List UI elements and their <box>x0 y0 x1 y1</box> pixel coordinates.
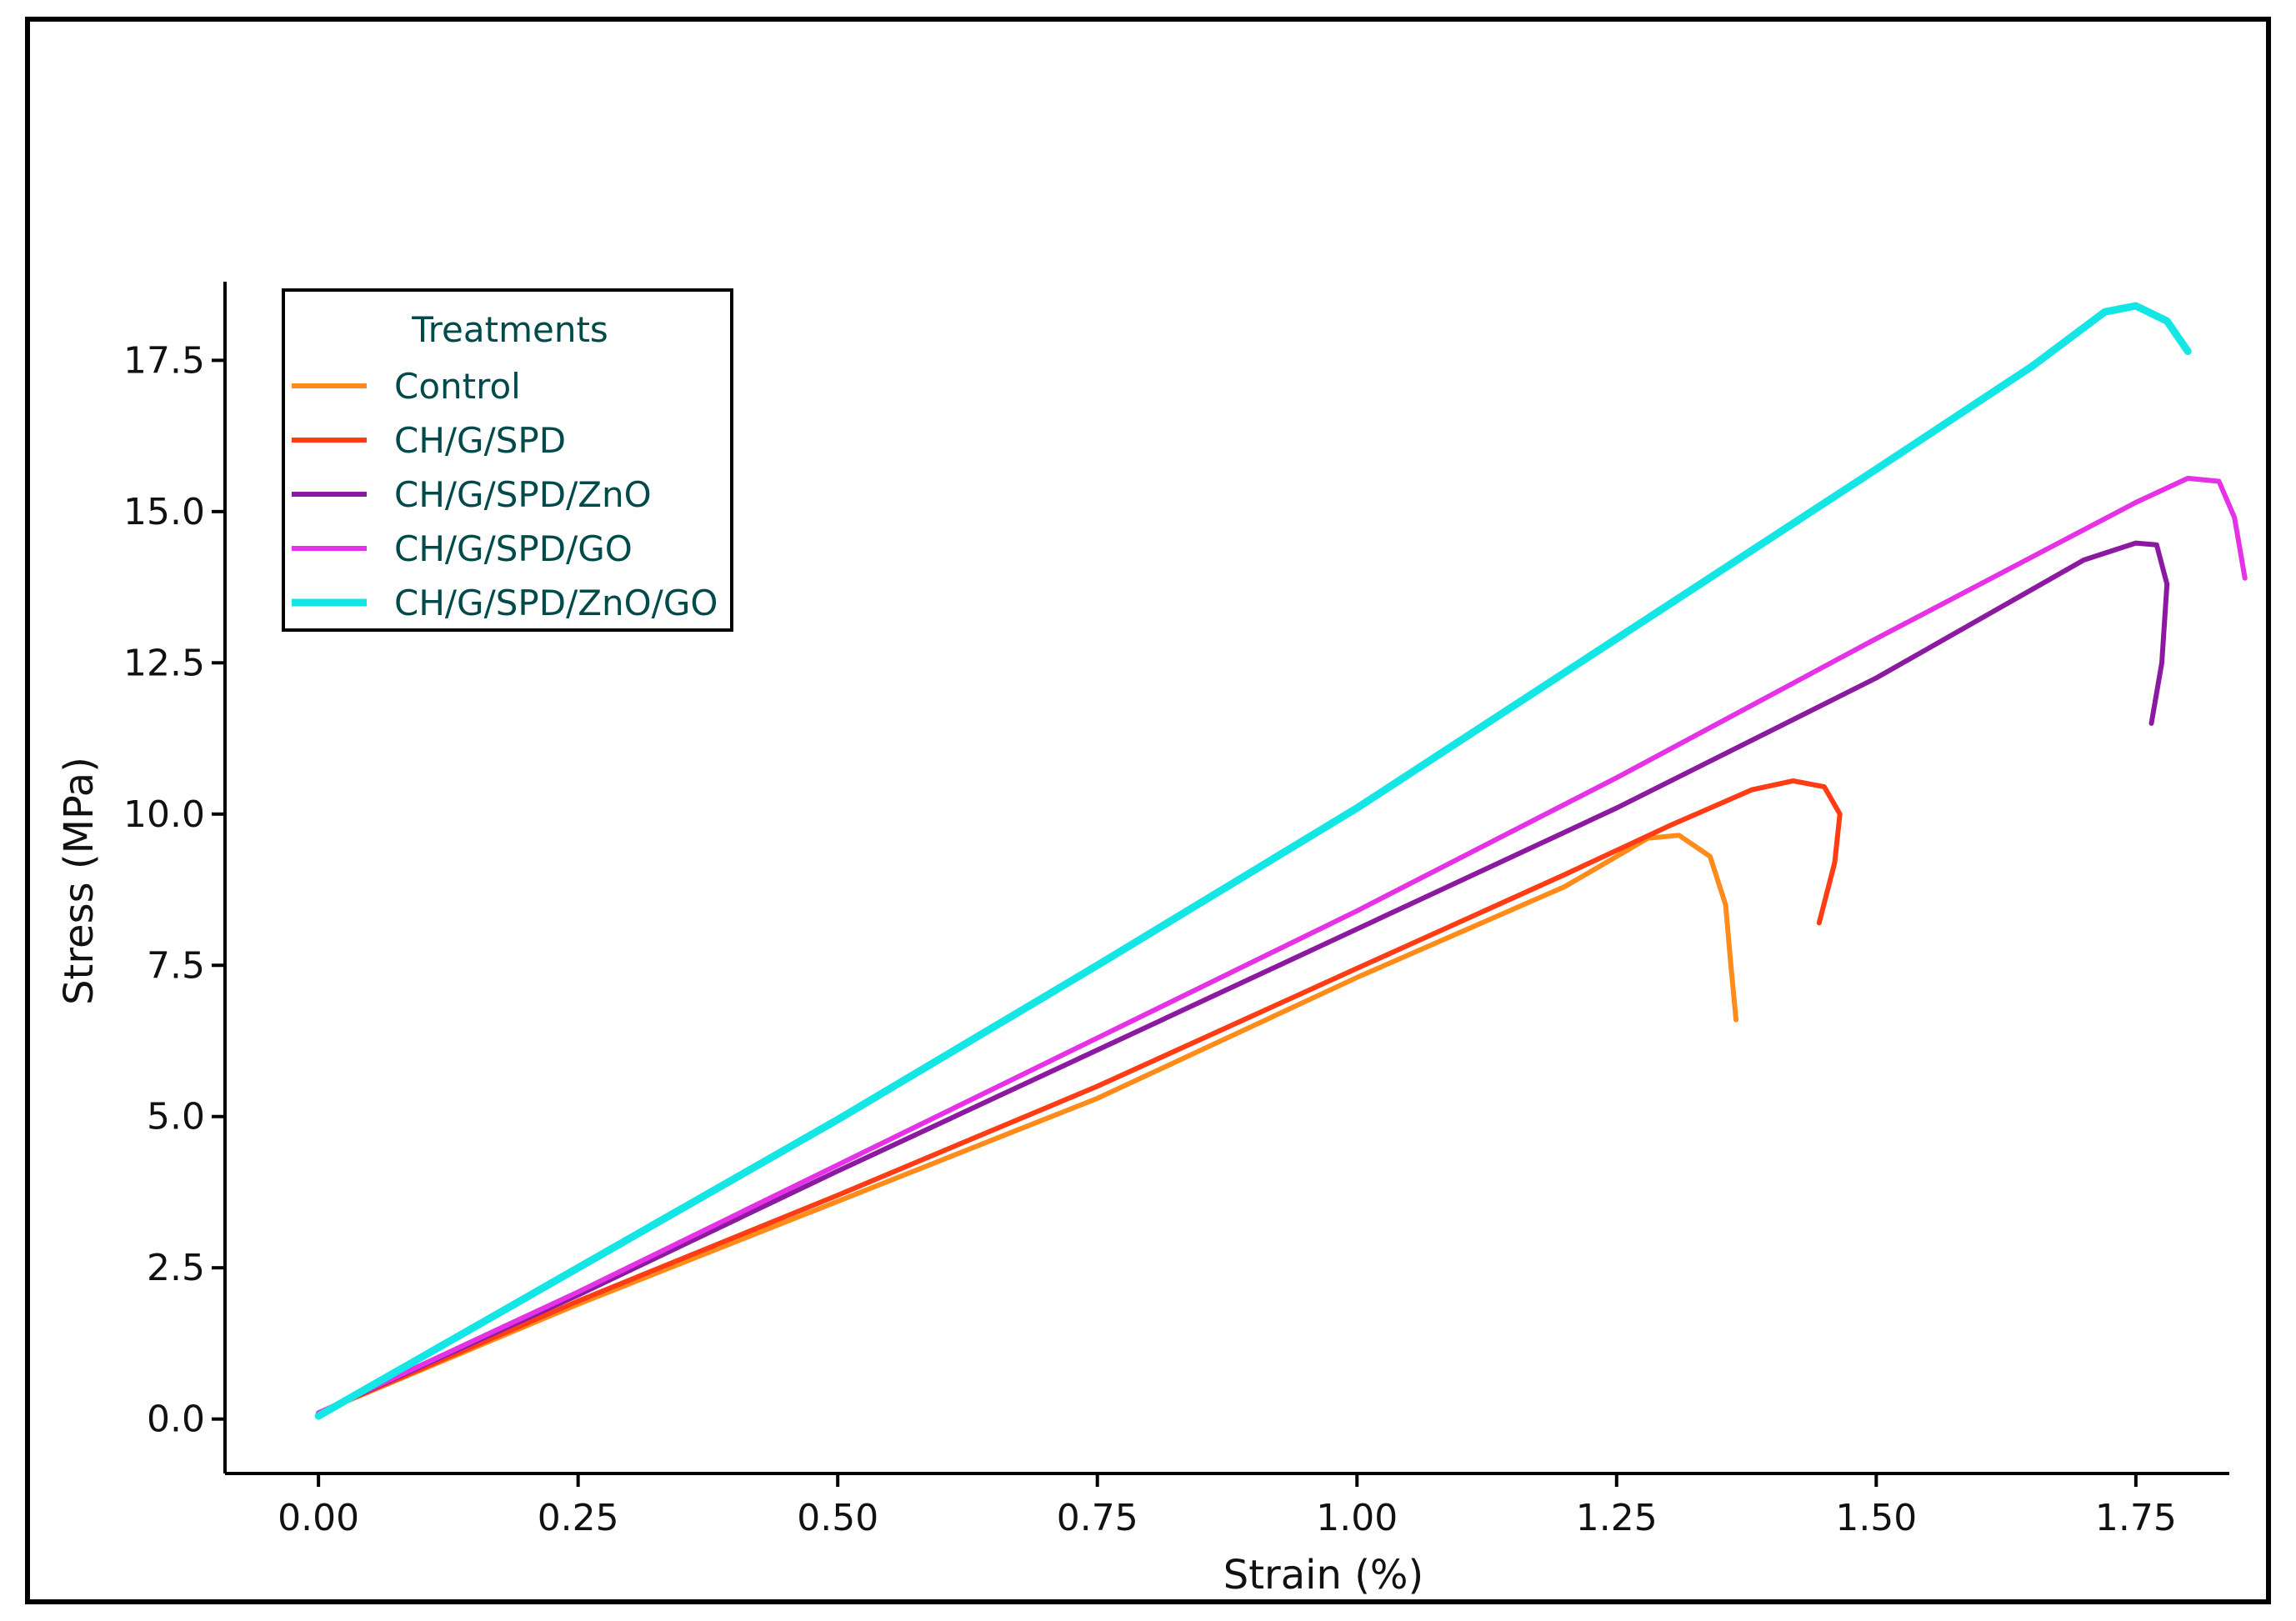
y-tick-label: 10.0 <box>123 793 205 836</box>
figure-border <box>25 17 2271 1604</box>
x-tick-label: 0.75 <box>1057 1497 1138 1539</box>
x-ticks: 0.00 0.25 0.50 0.75 1.00 1.25 1.50 1.75 <box>278 1473 2177 1539</box>
legend-label: CH/G/SPD/GO <box>394 528 633 569</box>
legend-label: Control <box>394 366 521 407</box>
y-tick-label: 12.5 <box>123 642 205 684</box>
legend: Treatments Control CH/G/SPD CH/G/SPD/ZnO CH… <box>282 288 733 632</box>
legend-label: CH/G/SPD/ZnO/GO <box>394 583 718 623</box>
y-ticks: 0.0 2.5 5.0 7.5 10.0 12.5 15.0 17.5 <box>123 339 225 1441</box>
legend-label: CH/G/SPD <box>394 420 566 461</box>
legend-box <box>282 288 733 632</box>
series-line-ch-g-spd <box>316 778 1843 1416</box>
series-lines <box>314 302 2248 1420</box>
series-line-control <box>316 833 1739 1416</box>
x-tick-label: 1.00 <box>1316 1497 1398 1539</box>
legend-title: Treatments <box>411 309 608 350</box>
series-line-ch-g-spd-zno-go <box>314 302 2192 1420</box>
y-tick-label: 0.0 <box>147 1398 205 1441</box>
x-tick-label: 1.75 <box>2095 1497 2177 1539</box>
y-tick-label: 5.0 <box>147 1096 205 1138</box>
legend-label: CH/G/SPD/ZnO <box>394 474 652 515</box>
x-tick-label: 1.50 <box>1835 1497 1917 1539</box>
x-tick-label: 0.50 <box>797 1497 878 1539</box>
y-tick-label: 7.5 <box>147 944 205 987</box>
series-line-ch-g-spd-zno <box>316 540 2170 1416</box>
x-axis-title: Strain (%) <box>1223 1552 1424 1598</box>
series-line-ch-g-spd-go <box>316 475 2248 1416</box>
x-tick-label: 0.00 <box>278 1497 359 1539</box>
y-tick-label: 2.5 <box>147 1247 205 1289</box>
y-tick-label: 15.0 <box>123 491 205 533</box>
legend-entries: Control CH/G/SPD CH/G/SPD/ZnO CH/G/SPD/GO CH… <box>292 366 718 623</box>
y-tick-label: 17.5 <box>123 339 205 382</box>
x-tick-label: 1.25 <box>1576 1497 1658 1539</box>
x-tick-label: 0.25 <box>538 1497 619 1539</box>
y-axis-title: Stress (MPa) <box>56 757 103 1005</box>
axes <box>223 282 2229 1475</box>
